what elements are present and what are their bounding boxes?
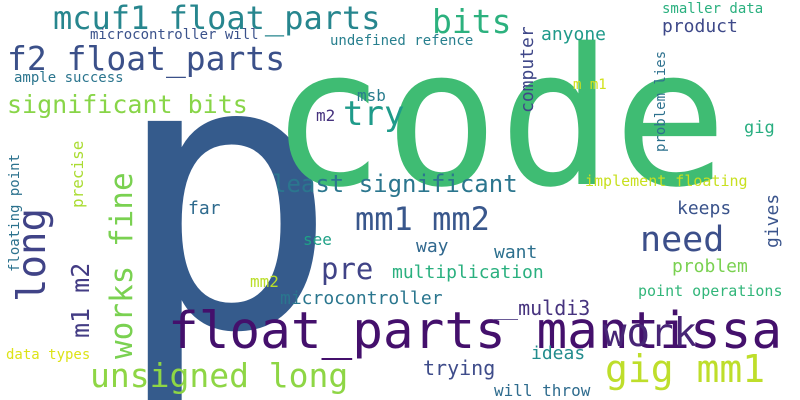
word-problem-lies: problem lies (653, 50, 669, 152)
word-code: code (270, 8, 728, 229)
word-work: work (603, 311, 697, 356)
word-f2-float-parts: f2 float_parts (7, 39, 286, 78)
word-see: see (303, 230, 332, 249)
word-ample-success: ample success (14, 70, 124, 86)
word-pre: pre (321, 252, 374, 286)
word-will-throw: will throw (494, 381, 591, 400)
word-least-significant: least significant (272, 170, 518, 198)
word-want: want (494, 242, 538, 263)
word-mm1-mm2: mm1 mm2 (355, 200, 490, 238)
word-undefined-refence: undefined refence (330, 33, 474, 49)
word-gig: gig (744, 118, 775, 138)
word-anyone: anyone (541, 24, 607, 45)
word-precise: precise (68, 140, 87, 208)
word-data-types: data types (6, 347, 91, 363)
word-smaller-data: smaller data (662, 1, 764, 17)
word-implement-floating: implement floating (585, 172, 748, 190)
word-p: p (113, 0, 339, 400)
word-point-operations: point operations (638, 282, 783, 300)
word-bits: bits (432, 2, 512, 41)
word-significant-bits: significant bits (7, 90, 248, 119)
word-float-parts-mantissa: float_parts mantissa (168, 302, 783, 361)
word-mm2: mm2 (250, 272, 279, 291)
word-mcuf1-float-parts: mcuf1 float_parts (53, 0, 381, 37)
word-works-fine: works fine (104, 172, 140, 359)
word-muldi3: __muldi3 (494, 296, 591, 320)
word-gig-mm1: gig mm1 (605, 347, 766, 391)
word-need: need (640, 220, 725, 260)
word-trying: trying (423, 356, 496, 380)
word-product: product (662, 16, 738, 37)
word-far: far (188, 198, 221, 219)
word-keeps: keeps (677, 198, 732, 219)
word-ideas: ideas (531, 343, 586, 364)
word-try: try (343, 94, 405, 134)
word-multiplication: multiplication (392, 262, 544, 283)
word-microcontroller: microcontroller (280, 288, 443, 309)
word-m1-m2: m1 m2 (66, 262, 95, 338)
word-m2: m2 (316, 106, 336, 125)
word-computer: computer (517, 26, 538, 113)
word-m-m1: m m1 (573, 77, 607, 93)
word-problem: problem (672, 256, 748, 277)
word-msb: msb (357, 86, 386, 105)
word-unsigned-long: unsigned long (90, 356, 349, 395)
word-gives: gives (762, 193, 783, 248)
word-microcontroller-will: microcontroller will (90, 27, 259, 43)
word-way: way (416, 236, 449, 257)
word-floating-point: floating point (7, 153, 23, 272)
